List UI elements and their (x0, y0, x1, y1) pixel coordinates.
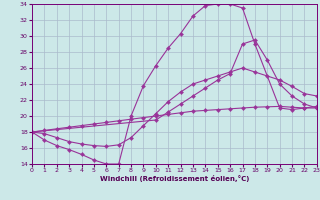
X-axis label: Windchill (Refroidissement éolien,°C): Windchill (Refroidissement éolien,°C) (100, 175, 249, 182)
